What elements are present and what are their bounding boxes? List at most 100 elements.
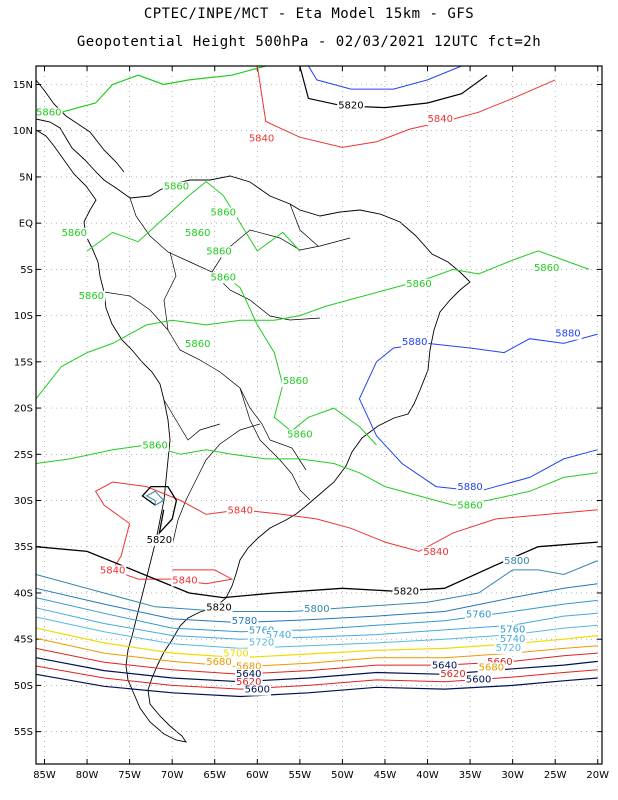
contour-5880: [307, 65, 462, 90]
contour-label: 5760: [500, 625, 525, 636]
lon-tick-label: 65W: [203, 770, 226, 781]
contour-label: 5860: [287, 429, 312, 440]
contour-label: 5680: [206, 657, 231, 668]
contour-label: 5860: [457, 501, 482, 512]
contour-label: 5720: [249, 637, 274, 648]
lat-tick-label: 5N: [19, 172, 33, 183]
chart-subtitle: Geopotential Height 500hPa - 02/03/2021 …: [76, 34, 542, 50]
country-borders: [103, 197, 351, 547]
lat-tick-label: 35S: [14, 542, 33, 553]
contour-label: 5820: [338, 100, 363, 111]
contour-label: 5800: [504, 556, 529, 567]
contour-5800: [145, 490, 165, 506]
contour-label: 5860: [534, 263, 559, 274]
contour-label: 5680: [236, 662, 261, 673]
contour-label: 5840: [428, 114, 453, 125]
lon-tick-label: 80W: [76, 770, 99, 781]
contour-label: 5720: [496, 643, 521, 654]
contour-label: 5640: [432, 661, 457, 672]
contour-5820: [299, 65, 488, 109]
lon-tick-label: 45W: [374, 770, 397, 781]
contour-label: 5740: [500, 634, 525, 645]
contour-label: 5880: [457, 482, 482, 493]
lat-tick-label: 10N: [13, 126, 33, 137]
contour-label: 5660: [487, 657, 512, 668]
contour-label: 5840: [423, 547, 448, 558]
contour-label: 5860: [142, 441, 167, 452]
contour-label: 5620: [440, 669, 465, 680]
lon-tick-label: 55W: [289, 770, 312, 781]
contour-label: 5620: [236, 677, 261, 688]
lat-tick-label: 55S: [14, 727, 33, 738]
contour-5860: [35, 444, 598, 506]
map-frame: [35, 65, 603, 765]
contour-5840: [94, 481, 598, 552]
contour-label: 5860: [211, 272, 236, 283]
contour-5600: [35, 673, 598, 698]
longitude-axis: 85W 80W 75W 70W 65W 60W 55W 50W 45W 40W 35W 30W 25W 2…: [33, 770, 609, 781]
chart-title: CPTEC/INPE/MCT - Eta Model 15km - GFS: [143, 6, 475, 22]
contour-5680: [35, 637, 598, 668]
contour-label: 5840: [100, 565, 125, 576]
lon-tick-label: 30W: [501, 770, 524, 781]
contour-5780: [35, 583, 598, 624]
lat-tick-label: 40S: [14, 588, 33, 599]
map-graticule: [36, 66, 602, 764]
contour-label: 5840: [228, 505, 253, 516]
contour-5700: [35, 627, 598, 659]
contour-label: 5860: [283, 376, 308, 387]
contour-5860: [35, 250, 590, 400]
contour-label: 5840: [172, 576, 197, 587]
contour-label: 5880: [402, 337, 427, 348]
contour-label: 5740: [266, 630, 291, 641]
lon-tick-label: 70W: [161, 770, 184, 781]
contour-label: 5860: [185, 339, 210, 350]
contour-labels: 5860 5820 5840 5840 5860 5860 5860 5860 5860 5860…: [35, 100, 582, 696]
lat-tick-label: 50S: [14, 681, 33, 692]
lon-tick-label: 40W: [416, 770, 439, 781]
contour-5820: [35, 541, 598, 599]
contour-label: 5860: [79, 291, 104, 302]
lat-tick-label: 5S: [20, 265, 33, 276]
contour-5660: [35, 647, 598, 675]
contour-5820: [141, 485, 178, 536]
contour-5800: [35, 560, 598, 612]
lon-tick-label: 25W: [544, 770, 567, 781]
contour-label: 5820: [206, 602, 231, 613]
contour-label: 5820: [394, 587, 419, 598]
lat-tick-label: 25S: [14, 450, 33, 461]
latitude-axis: 15N 10N 5N EQ 5S 10S 15S 20S 25S 30S 35S 40S 45S 50S 5…: [13, 80, 33, 738]
lon-tick-label: 50W: [331, 770, 354, 781]
contour-label: 5700: [223, 649, 248, 660]
contour-5740: [35, 607, 598, 640]
contour-label: 5640: [236, 669, 261, 680]
contour-label: 5680: [479, 662, 504, 673]
contour-label: 5860: [211, 208, 236, 219]
contour-label: 5760: [466, 610, 491, 621]
contour-label: 5860: [164, 182, 189, 193]
contour-label: 5800: [304, 604, 329, 615]
lat-tick-label: 15N: [13, 80, 33, 91]
contour-label: 5860: [36, 108, 61, 119]
contour-label: 5600: [466, 674, 491, 685]
contour-lines: [35, 65, 598, 698]
contour-label: 5840: [249, 134, 274, 145]
contour-5840: [256, 65, 556, 148]
lat-tick-label: 20S: [14, 404, 33, 415]
lat-tick-label: 15S: [14, 357, 33, 368]
lat-tick-label: 30S: [14, 496, 33, 507]
contour-label: 5860: [206, 246, 231, 257]
contour-label: 5600: [245, 685, 270, 696]
contour-label: 5860: [62, 228, 87, 239]
contour-5860: [222, 273, 377, 446]
contour-label: 5780: [232, 616, 257, 627]
contour-5720: [35, 616, 598, 649]
contour-5660: [35, 665, 598, 690]
contour-label: 5860: [406, 279, 431, 290]
lon-tick-label: 85W: [33, 770, 56, 781]
contour-label: 5760: [249, 625, 274, 636]
lon-tick-label: 35W: [459, 770, 482, 781]
contour-5760: [35, 597, 598, 633]
lat-tick-label: 10S: [14, 311, 33, 322]
